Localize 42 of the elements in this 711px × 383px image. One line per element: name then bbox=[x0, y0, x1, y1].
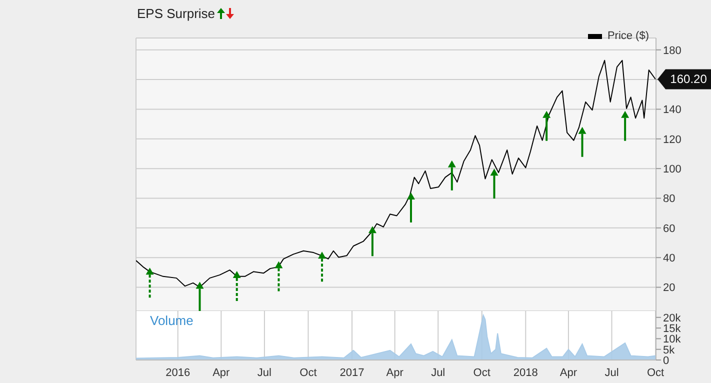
y-tick-label: 5k bbox=[663, 344, 676, 356]
point bbox=[621, 110, 630, 118]
x-tick-label: 2016 bbox=[166, 366, 190, 379]
y-tick-label: 40 bbox=[663, 252, 676, 264]
y-tick-label: 20k bbox=[663, 312, 682, 324]
x-tick-label: Oct bbox=[646, 366, 664, 379]
y-tick-label: 80 bbox=[663, 193, 676, 206]
x-tick-label: 2017 bbox=[340, 366, 364, 379]
x-tick-label: Apr bbox=[386, 366, 404, 379]
chart-title: Volume bbox=[150, 313, 194, 328]
x-tick-label: 2018 bbox=[513, 366, 538, 379]
point bbox=[318, 252, 326, 259]
point bbox=[368, 226, 376, 234]
point bbox=[274, 261, 283, 268]
y-tick-label: 10k bbox=[663, 334, 682, 346]
point bbox=[146, 268, 154, 275]
y-tick-label: 0 bbox=[663, 354, 670, 367]
x-tick-label: Jul bbox=[431, 366, 446, 379]
annotation: 160.20 bbox=[670, 72, 708, 86]
point bbox=[490, 168, 498, 176]
x-tick-label: Oct bbox=[473, 366, 490, 379]
x-tick-label: Apr bbox=[212, 366, 230, 379]
x-tick-label: Jul bbox=[257, 366, 272, 379]
point bbox=[196, 282, 204, 289]
y-tick-label: 60 bbox=[663, 222, 676, 235]
x-tick-label: Jul bbox=[604, 366, 619, 379]
point bbox=[448, 160, 456, 168]
line-series bbox=[136, 60, 656, 288]
y-tick-label: 180 bbox=[663, 44, 682, 57]
y-tick-label: 120 bbox=[663, 134, 682, 146]
legend-label: Price ($) bbox=[606, 30, 649, 42]
y-tick-label: 140 bbox=[663, 104, 682, 116]
y-tick-label: 100 bbox=[663, 163, 682, 176]
x-tick-label: Oct bbox=[300, 366, 317, 379]
point bbox=[406, 192, 415, 200]
point bbox=[578, 126, 586, 134]
y-tick-label: 15k bbox=[663, 322, 682, 335]
chart-title: EPS Surprise bbox=[137, 6, 216, 21]
y-tick-label: 20 bbox=[663, 282, 676, 294]
point bbox=[542, 110, 551, 118]
point bbox=[232, 270, 241, 278]
x-tick-label: Apr bbox=[560, 366, 578, 379]
